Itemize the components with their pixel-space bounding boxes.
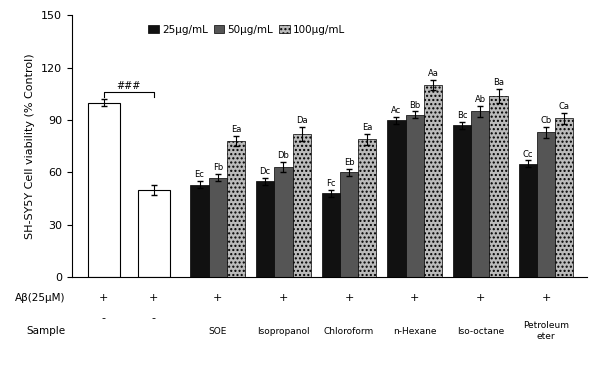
Text: Ca: Ca (559, 102, 570, 111)
Bar (292, 134, 311, 277)
Bar (555, 118, 573, 277)
Text: Cc: Cc (522, 149, 533, 159)
Text: +: + (99, 293, 108, 303)
Text: Ea: Ea (362, 123, 373, 132)
Bar (519, 164, 537, 277)
Text: +: + (410, 293, 419, 303)
Text: Bc: Bc (457, 111, 467, 120)
Text: SOE: SOE (208, 326, 227, 336)
Text: Ec: Ec (195, 171, 204, 179)
Bar (358, 139, 376, 277)
Bar (406, 115, 424, 277)
Text: Ab: Ab (475, 95, 486, 104)
Y-axis label: SH-SY5Y Cell viability (% Control): SH-SY5Y Cell viability (% Control) (26, 54, 35, 239)
Text: +: + (279, 293, 288, 303)
Text: +: + (149, 293, 159, 303)
Text: Bb: Bb (409, 100, 420, 110)
Bar (274, 167, 292, 277)
Text: Fb: Fb (213, 164, 223, 172)
Text: n-Hexane: n-Hexane (393, 326, 437, 336)
Bar (453, 126, 471, 277)
Text: Chloroform: Chloroform (324, 326, 374, 336)
Text: Cb: Cb (540, 116, 552, 126)
Text: ###: ### (117, 81, 141, 91)
Bar (537, 132, 555, 277)
Text: Aβ(25μM): Aβ(25μM) (16, 293, 66, 303)
Text: Sample: Sample (27, 326, 66, 336)
Text: Aa: Aa (428, 69, 438, 78)
Text: Ea: Ea (231, 125, 241, 134)
Text: +: + (213, 293, 222, 303)
Bar (138, 190, 170, 277)
Text: Ba: Ba (493, 78, 504, 87)
Text: Eb: Eb (344, 158, 355, 167)
Text: Isopropanol: Isopropanol (257, 326, 310, 336)
Text: Iso-octane: Iso-octane (456, 326, 504, 336)
Text: -: - (102, 313, 106, 323)
Bar (227, 141, 245, 277)
Bar (340, 172, 358, 277)
Bar (256, 181, 274, 277)
Bar (471, 111, 489, 277)
Legend: 25μg/mL, 50μg/mL, 100μg/mL: 25μg/mL, 50μg/mL, 100μg/mL (144, 21, 349, 39)
Text: Ac: Ac (391, 106, 401, 115)
Bar (388, 120, 406, 277)
Text: Petroleum
eter: Petroleum eter (523, 321, 569, 341)
Bar (322, 193, 340, 277)
Text: Dc: Dc (259, 167, 271, 176)
Text: Fc: Fc (326, 179, 335, 188)
Bar (208, 178, 227, 277)
Text: +: + (344, 293, 354, 303)
Text: +: + (541, 293, 550, 303)
Text: Db: Db (277, 151, 289, 160)
Text: Da: Da (296, 116, 307, 126)
Bar (424, 85, 442, 277)
Text: +: + (476, 293, 485, 303)
Bar (190, 185, 208, 277)
Bar (88, 103, 120, 277)
Text: -: - (152, 313, 156, 323)
Bar (489, 96, 508, 277)
